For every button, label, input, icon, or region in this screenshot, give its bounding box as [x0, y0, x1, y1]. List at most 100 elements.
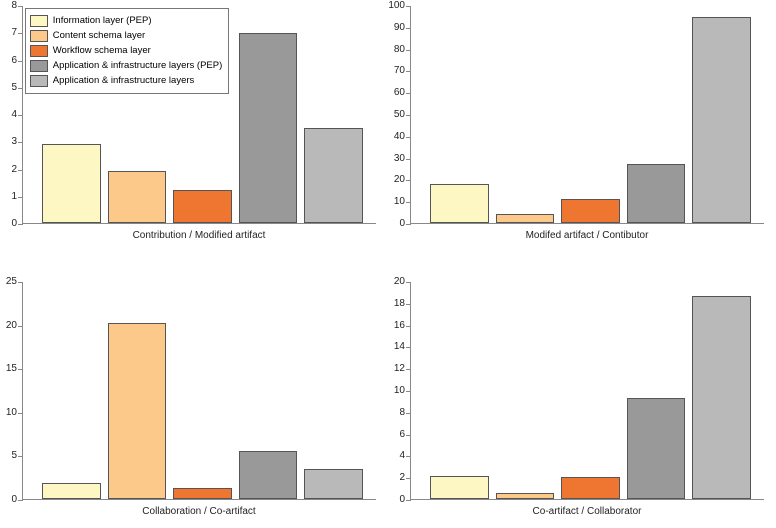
y-tick-mark	[406, 159, 411, 160]
y-tick-label: 16	[383, 320, 405, 331]
y-tick-mark	[18, 413, 23, 414]
bar-series-0	[42, 144, 100, 223]
y-tick-label: 1	[0, 191, 17, 202]
y-tick-label: 8	[383, 407, 405, 418]
y-tick-label: 60	[383, 87, 405, 98]
bar-series-3	[627, 398, 685, 499]
y-tick-mark	[18, 282, 23, 283]
y-tick-mark	[18, 456, 23, 457]
y-tick-mark	[406, 391, 411, 392]
y-tick-label: 10	[383, 385, 405, 396]
y-tick-label: 50	[383, 109, 405, 120]
y-tick-label: 10	[383, 196, 405, 207]
y-tick-mark	[406, 50, 411, 51]
y-tick-mark	[18, 115, 23, 116]
y-tick-label: 0	[383, 218, 405, 229]
x-axis-label: Co-artifact / Collaborator	[410, 506, 764, 517]
y-tick-mark	[406, 304, 411, 305]
bar-series-2	[561, 199, 619, 223]
legend-swatch-icon	[30, 30, 48, 42]
x-axis-label: Modifed artifact / Contibutor	[410, 230, 764, 241]
y-tick-label: 6	[383, 429, 405, 440]
legend: Information layer (PEP)Content schema la…	[25, 8, 229, 94]
y-tick-label: 40	[383, 131, 405, 142]
bar-series-2	[173, 190, 231, 223]
chart-panel-bottom-left: 0510152025Collaboration / Co-artifact	[22, 282, 378, 528]
y-tick-label: 30	[383, 153, 405, 164]
legend-item: Information layer (PEP)	[30, 14, 222, 28]
y-tick-label: 12	[383, 363, 405, 374]
y-tick-mark	[18, 61, 23, 62]
y-tick-mark	[18, 197, 23, 198]
y-tick-label: 2	[0, 164, 17, 175]
legend-label: Application & infrastructure layers (PEP…	[53, 59, 222, 73]
legend-swatch-icon	[30, 45, 48, 57]
legend-item: Application & infrastructure layers	[30, 74, 222, 88]
y-tick-mark	[18, 88, 23, 89]
y-tick-label: 5	[0, 450, 17, 461]
y-tick-mark	[406, 115, 411, 116]
bar-series-1	[108, 323, 166, 499]
y-tick-label: 20	[383, 174, 405, 185]
y-tick-label: 25	[0, 276, 17, 287]
bar-series-0	[42, 483, 100, 499]
legend-label: Application & infrastructure layers	[53, 74, 195, 88]
y-tick-mark	[406, 202, 411, 203]
y-tick-label: 14	[383, 341, 405, 352]
bar-series-1	[496, 493, 554, 500]
y-tick-label: 0	[383, 494, 405, 505]
bar-series-3	[239, 451, 297, 499]
y-tick-label: 70	[383, 65, 405, 76]
y-tick-mark	[406, 28, 411, 29]
y-tick-mark	[406, 224, 411, 225]
legend-swatch-icon	[30, 75, 48, 87]
plot-area: 012345678Information layer (PEP)Content …	[22, 6, 376, 224]
legend-item: Workflow schema layer	[30, 44, 222, 58]
bar-series-2	[173, 488, 231, 499]
y-tick-mark	[406, 93, 411, 94]
bar-series-4	[304, 469, 362, 499]
y-tick-mark	[406, 347, 411, 348]
bar-series-1	[108, 171, 166, 223]
y-tick-label: 90	[383, 22, 405, 33]
y-tick-mark	[406, 369, 411, 370]
y-tick-mark	[18, 6, 23, 7]
y-tick-label: 15	[0, 363, 17, 374]
legend-item: Application & infrastructure layers (PEP…	[30, 59, 222, 73]
chart-panel-top-left: 012345678Information layer (PEP)Content …	[22, 6, 378, 252]
y-tick-label: 100	[383, 0, 405, 11]
bar-series-2	[561, 477, 619, 499]
chart-panel-top-right: 0102030405060708090100Modifed artifact /…	[410, 6, 766, 252]
plot-area: 02468101214161820	[410, 282, 764, 500]
y-tick-mark	[18, 33, 23, 34]
y-tick-mark	[18, 326, 23, 327]
y-tick-mark	[18, 170, 23, 171]
y-tick-mark	[18, 224, 23, 225]
bar-series-3	[627, 164, 685, 223]
y-tick-mark	[406, 435, 411, 436]
y-tick-label: 4	[383, 450, 405, 461]
y-tick-mark	[406, 326, 411, 327]
y-tick-mark	[406, 6, 411, 7]
y-tick-mark	[406, 180, 411, 181]
legend-swatch-icon	[30, 60, 48, 72]
y-tick-mark	[406, 413, 411, 414]
y-tick-label: 10	[0, 407, 17, 418]
y-tick-label: 3	[0, 136, 17, 147]
y-tick-mark	[406, 137, 411, 138]
y-tick-label: 18	[383, 298, 405, 309]
y-tick-label: 4	[0, 109, 17, 120]
plot-area: 0510152025	[22, 282, 376, 500]
y-tick-label: 5	[0, 82, 17, 93]
bar-series-4	[692, 17, 750, 223]
chart-panel-bottom-right: 02468101214161820 Co-artifact / Collabora…	[410, 282, 766, 528]
bar-series-4	[304, 128, 362, 223]
bar-series-3	[239, 33, 297, 223]
y-tick-label: 80	[383, 44, 405, 55]
y-tick-label: 20	[0, 320, 17, 331]
legend-label: Information layer (PEP)	[53, 14, 152, 28]
y-tick-label: 7	[0, 27, 17, 38]
y-tick-mark	[406, 282, 411, 283]
y-tick-mark	[18, 500, 23, 501]
y-tick-mark	[18, 369, 23, 370]
